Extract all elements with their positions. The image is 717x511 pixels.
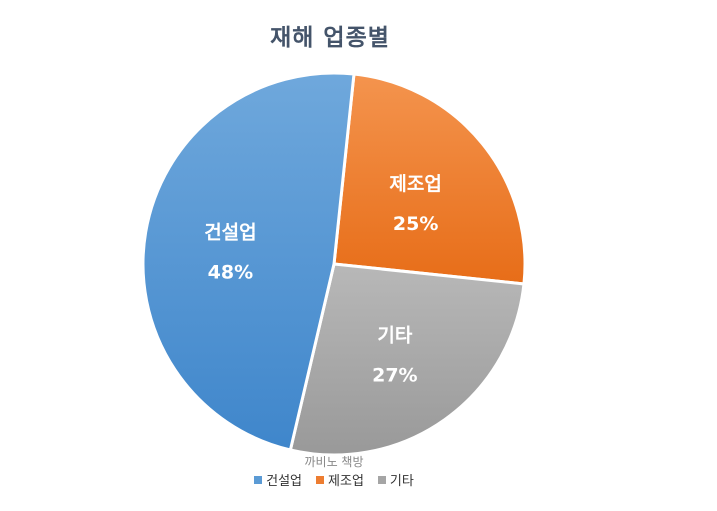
slice-label-manufacturing-name: 제조업 <box>389 173 441 195</box>
watermark-text: 까비노 책방 <box>304 455 364 469</box>
legend-item-other: 기타 <box>377 470 414 489</box>
slice-label-other-value: 27% <box>372 365 417 387</box>
slice-label-manufacturing-value: 25% <box>393 213 438 235</box>
slice-construction <box>141 71 356 452</box>
legend-item-manufacturing: 제조업 <box>316 470 364 489</box>
legend-swatch <box>377 475 386 484</box>
slice-label-construction-value: 48% <box>208 261 253 283</box>
slice-manufacturing <box>332 72 527 286</box>
legend-swatch <box>254 475 263 484</box>
legend: 건설업 제조업 기타 <box>0 470 668 489</box>
slice-label-construction-name: 건설업 <box>204 221 256 243</box>
slice-other <box>288 262 526 457</box>
chart-title: 재해 업종별 <box>270 25 390 51</box>
legend-label: 제조업 <box>328 474 364 489</box>
legend-label: 기타 <box>389 474 414 489</box>
legend-item-construction: 건설업 <box>254 470 302 489</box>
legend-swatch <box>316 475 325 484</box>
slice-label-other-name: 기타 <box>377 325 412 347</box>
legend-label: 건설업 <box>266 474 303 489</box>
